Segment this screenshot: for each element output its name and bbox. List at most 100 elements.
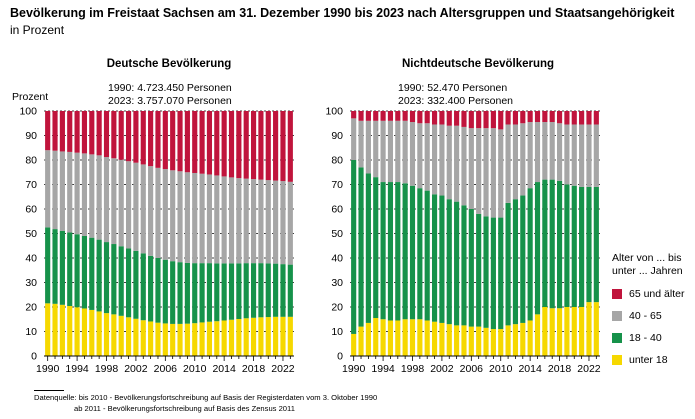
- bar-deutsch-2017-65-plus: [243, 111, 249, 179]
- bar-nichtdeutsch-2006-65-plus: [468, 111, 474, 129]
- bar-deutsch-2011-under-18: [199, 322, 205, 356]
- bar-nichtdeutsch-1997-18-40: [402, 183, 408, 320]
- bar-nichtdeutsch-2004-65-plus: [454, 111, 460, 126]
- bar-nichtdeutsch-2012-65-plus: [512, 111, 519, 125]
- bar-nichtdeutsch-1997-65-plus: [402, 111, 408, 121]
- bar-deutsch-1992-65-plus: [59, 111, 65, 152]
- bar-nichtdeutsch-2023-18-40: [593, 186, 599, 303]
- bar-nichtdeutsch-2005-under-18: [461, 325, 467, 357]
- bar-deutsch-2012-18-40: [206, 263, 213, 322]
- bar-deutsch-1998-under-18: [103, 313, 110, 357]
- x-tick-label-deutsch-2018: 2018: [242, 363, 266, 375]
- bar-nichtdeutsch-2014-65-plus: [527, 111, 533, 123]
- bar-nichtdeutsch-2001-under-18: [431, 321, 438, 356]
- bar-deutsch-2021-18-40: [273, 263, 279, 317]
- bar-deutsch-1998-40-65: [103, 157, 110, 243]
- bar-nichtdeutsch-1995-40-65: [387, 120, 394, 183]
- y-tick-label-deutsch-70: 70: [25, 179, 37, 191]
- bar-nichtdeutsch-2013-65-plus: [520, 111, 526, 124]
- bar-deutsch-2017-under-18: [243, 318, 249, 356]
- bar-nichtdeutsch-2008-18-40: [483, 216, 489, 328]
- bar-deutsch-2011-40-65: [199, 173, 205, 264]
- bar-nichtdeutsch-2002-18-40: [439, 195, 445, 323]
- bar-deutsch-2013-18-40: [214, 263, 220, 322]
- bar-nichtdeutsch-1992-65-plus: [365, 111, 371, 121]
- bar-deutsch-2023-65-plus: [287, 111, 293, 182]
- bar-deutsch-2016-40-65: [236, 178, 242, 264]
- bar-nichtdeutsch-2012-under-18: [512, 324, 519, 356]
- bar-deutsch-2014-40-65: [221, 176, 227, 264]
- bar-deutsch-2005-18-40: [155, 258, 161, 323]
- bar-nichtdeutsch-2016-18-40: [542, 179, 548, 307]
- bar-deutsch-2019-40-65: [258, 179, 264, 264]
- bar-deutsch-2021-under-18: [273, 316, 279, 356]
- bar-deutsch-2006-65-plus: [162, 111, 168, 170]
- bar-nichtdeutsch-2007-65-plus: [476, 111, 482, 129]
- bar-deutsch-1999-40-65: [111, 158, 117, 245]
- bar-nichtdeutsch-1993-65-plus: [373, 111, 379, 121]
- bar-nichtdeutsch-2021-under-18: [579, 307, 585, 356]
- bar-nichtdeutsch-2014-40-65: [527, 122, 533, 189]
- bar-nichtdeutsch-2019-65-plus: [564, 111, 570, 125]
- bar-deutsch-2015-under-18: [228, 319, 235, 356]
- bar-deutsch-2010-65-plus: [192, 111, 198, 173]
- bar-deutsch-2013-65-plus: [214, 111, 220, 176]
- bar-deutsch-2007-65-plus: [170, 111, 176, 171]
- y-tick-label-deutsch-40: 40: [25, 253, 37, 265]
- bar-deutsch-2008-under-18: [177, 323, 183, 356]
- y-tick-label-nichtdeutsch-0: 0: [337, 351, 343, 363]
- bar-nichtdeutsch-2009-40-65: [490, 128, 496, 218]
- y-tick-label-nichtdeutsch-60: 60: [331, 204, 343, 216]
- bar-deutsch-2019-under-18: [258, 317, 264, 356]
- bar-deutsch-1991-18-40: [52, 229, 58, 304]
- bar-nichtdeutsch-2018-18-40: [556, 180, 563, 309]
- bar-nichtdeutsch-1992-40-65: [365, 120, 371, 174]
- bar-nichtdeutsch-1993-under-18: [373, 318, 379, 356]
- bar-nichtdeutsch-1998-18-40: [409, 185, 416, 320]
- bar-deutsch-1994-18-40: [74, 234, 80, 308]
- bar-deutsch-2013-40-65: [214, 175, 220, 264]
- bar-deutsch-2023-18-40: [287, 264, 293, 317]
- bar-nichtdeutsch-2019-18-40: [564, 184, 570, 307]
- y-tick-label-nichtdeutsch-20: 20: [331, 302, 343, 314]
- bar-nichtdeutsch-2000-under-18: [424, 320, 430, 356]
- y-tick-label-nichtdeutsch-40: 40: [331, 253, 343, 265]
- chart-note-2023-deutsch: 2023: 3.757.070 Personen: [108, 95, 232, 107]
- bar-deutsch-1993-under-18: [67, 306, 73, 356]
- bar-nichtdeutsch-1999-under-18: [417, 319, 423, 356]
- bar-deutsch-1993-65-plus: [67, 111, 73, 152]
- y-axis-label: Prozent: [12, 91, 48, 103]
- bar-nichtdeutsch-1999-65-plus: [417, 111, 423, 124]
- bar-deutsch-2010-18-40: [192, 263, 198, 324]
- bar-deutsch-2020-18-40: [265, 263, 271, 318]
- legend-swatch-18-40: [612, 332, 622, 343]
- bar-nichtdeutsch-1996-18-40: [395, 182, 401, 321]
- bar-nichtdeutsch-2008-40-65: [483, 128, 489, 217]
- bar-deutsch-2001-18-40: [125, 248, 132, 318]
- bar-nichtdeutsch-1995-under-18: [387, 320, 394, 356]
- bar-deutsch-2008-65-plus: [177, 111, 183, 172]
- x-tick-label-nichtdeutsch-2002: 2002: [430, 363, 454, 375]
- bar-nichtdeutsch-1990-under-18: [351, 333, 357, 356]
- bar-nichtdeutsch-2017-65-plus: [549, 111, 555, 123]
- bar-deutsch-2008-40-65: [177, 171, 183, 263]
- bar-deutsch-1995-18-40: [81, 235, 88, 309]
- bar-deutsch-2018-40-65: [250, 179, 257, 264]
- bar-deutsch-2020-under-18: [265, 317, 271, 356]
- bar-deutsch-1991-under-18: [52, 303, 58, 356]
- x-tick-label-deutsch-2014: 2014: [212, 363, 236, 375]
- bar-nichtdeutsch-1998-65-plus: [409, 111, 416, 123]
- bar-nichtdeutsch-2005-18-40: [461, 205, 467, 326]
- bar-deutsch-2007-under-18: [170, 323, 176, 356]
- bar-nichtdeutsch-2011-18-40: [505, 202, 511, 326]
- bar-deutsch-2004-65-plus: [148, 111, 154, 167]
- bar-nichtdeutsch-2012-18-40: [512, 199, 519, 325]
- bar-nichtdeutsch-2018-40-65: [556, 123, 563, 181]
- bar-deutsch-1997-40-65: [96, 155, 102, 240]
- bar-deutsch-2018-65-plus: [250, 111, 257, 180]
- bar-nichtdeutsch-2014-18-40: [527, 188, 533, 321]
- bar-deutsch-2015-65-plus: [228, 111, 235, 178]
- bar-nichtdeutsch-2007-40-65: [476, 128, 482, 214]
- bar-nichtdeutsch-2023-under-18: [593, 302, 599, 356]
